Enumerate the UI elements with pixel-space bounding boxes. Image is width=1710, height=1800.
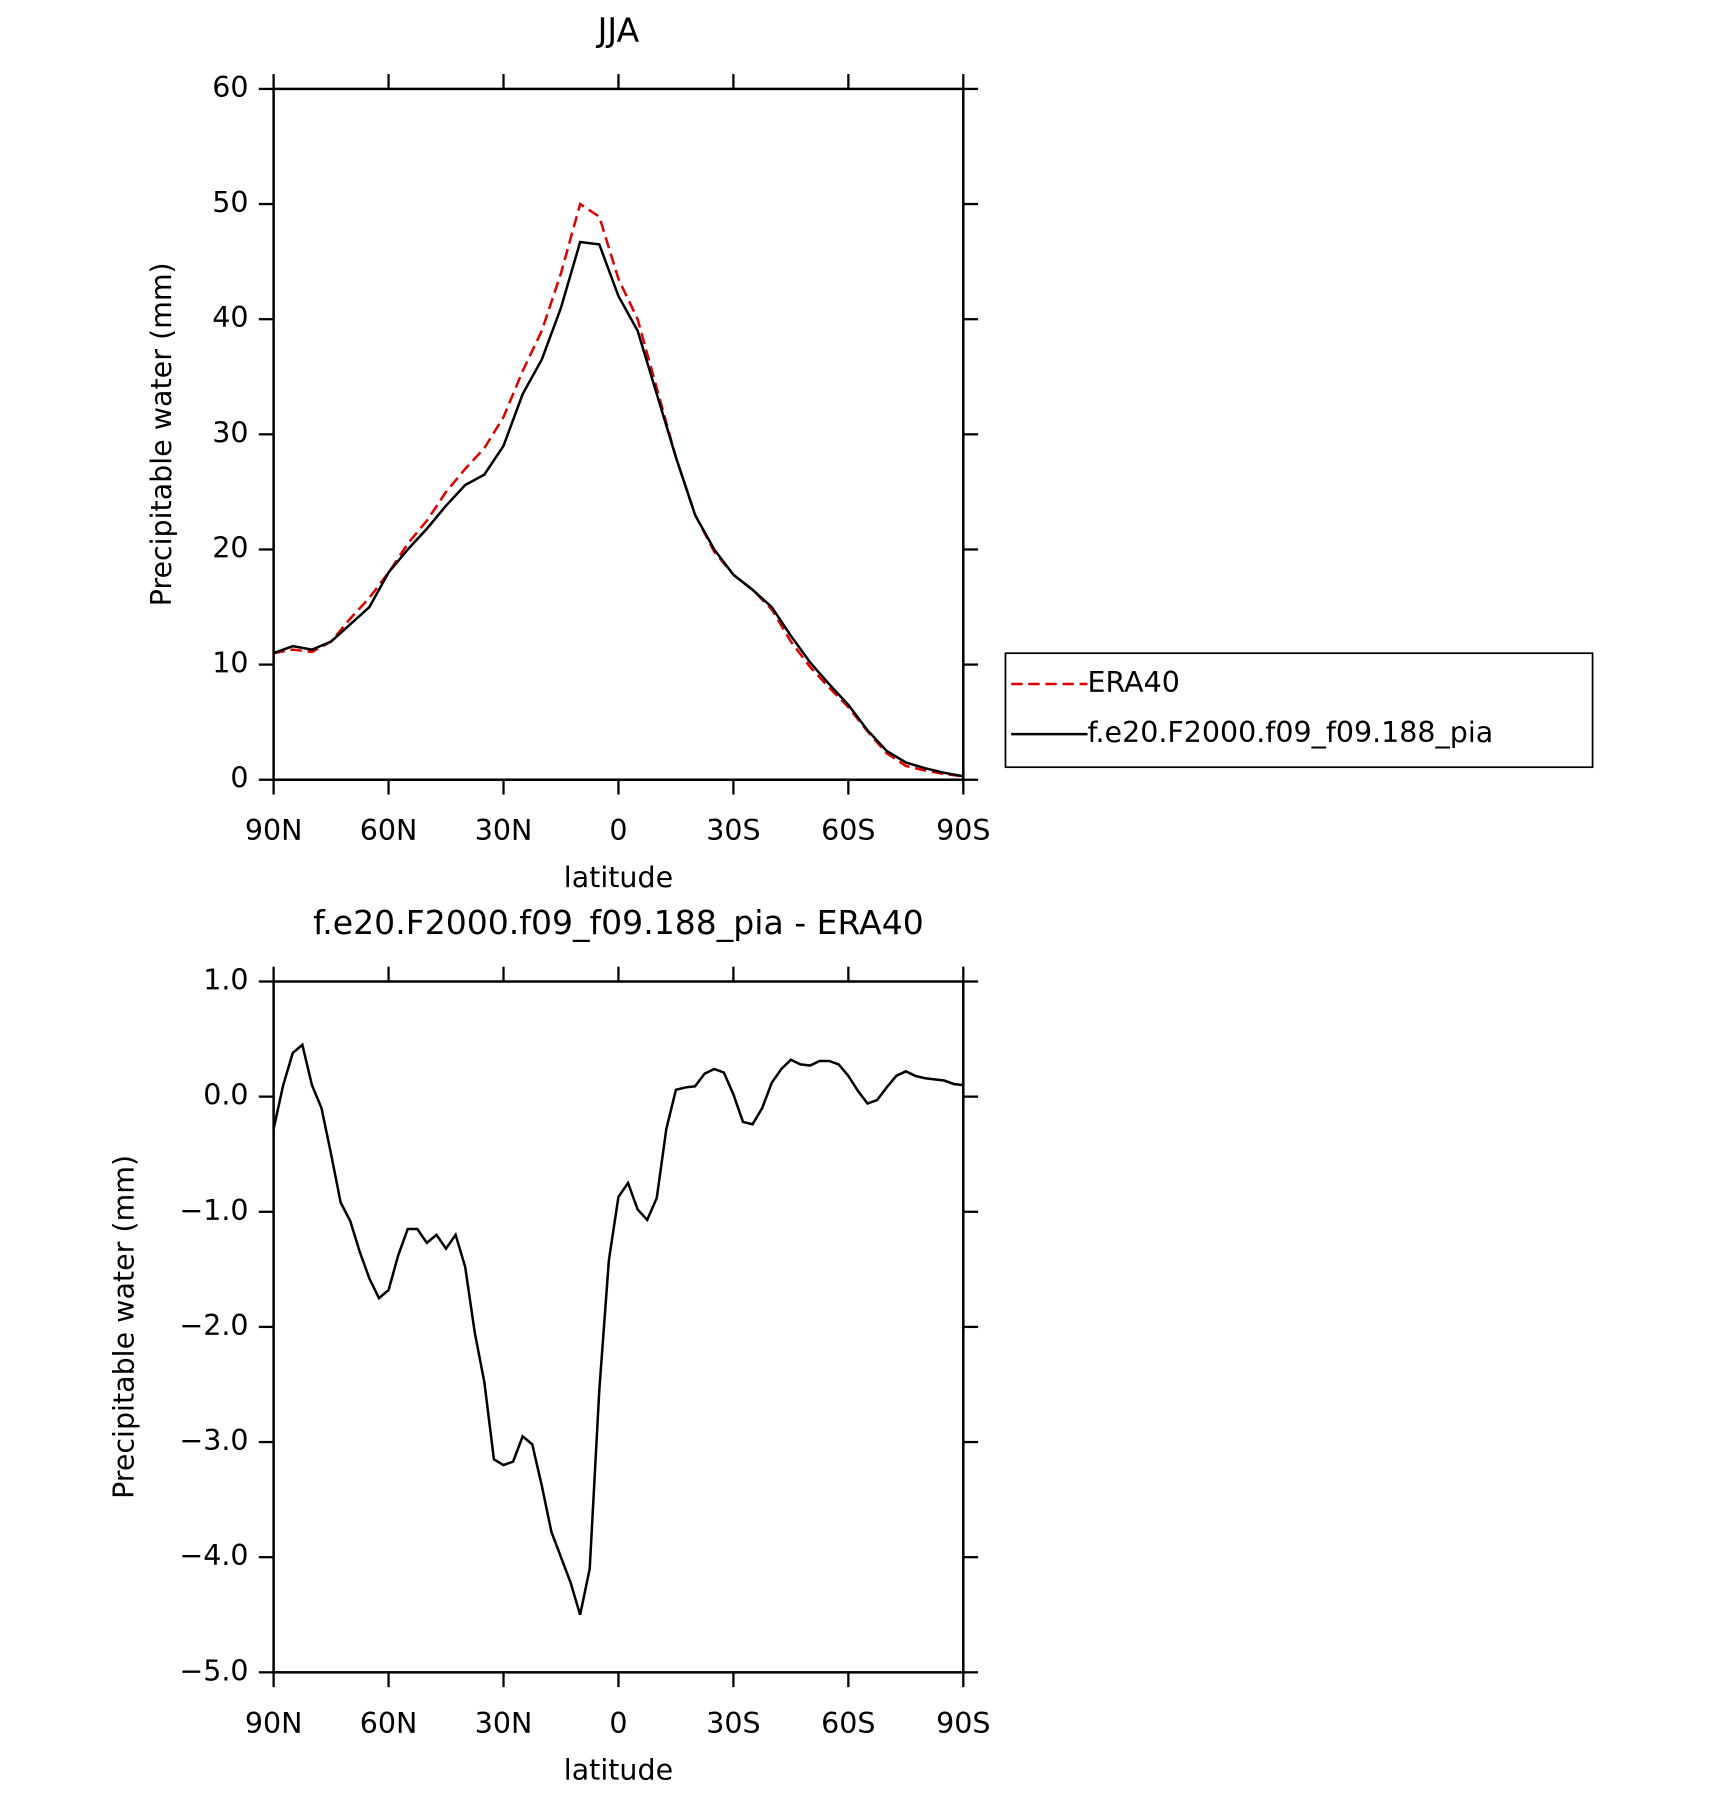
series-line [272,1042,964,1616]
x-tick-label: 90S [936,814,990,847]
x-tick-label: 60N [360,1707,418,1740]
x-tick-label: 0 [609,814,627,847]
y-tick-label: −5.0 [179,1654,248,1687]
plot-frame [272,980,965,1674]
y-tick-label: 10 [212,647,248,680]
x-tick-label: 30N [475,814,533,847]
x-tick-label: 90N [245,1707,303,1740]
y-tick-label: −4.0 [179,1539,248,1572]
y-tick-label: −2.0 [179,1309,248,1342]
legend-label: ERA40 [1088,666,1180,699]
y-tick-label: 0.0 [203,1079,248,1112]
x-tick-label: 0 [609,1707,627,1740]
x-tick-label: 60S [821,1707,875,1740]
y-tick-label: 1.0 [203,964,248,997]
chart-title: f.e20.F2000.f09_f09.188_pia - ERA40 [313,903,924,942]
x-axis-label: latitude [564,861,673,894]
y-tick-label: 20 [212,531,248,564]
y-tick-label: 0 [230,762,248,795]
y-tick-label: 50 [212,186,248,219]
series-line [273,202,964,778]
y-tick-label: −1.0 [179,1194,248,1227]
x-tick-label: 30N [475,1707,533,1740]
y-tick-label: 60 [212,71,248,104]
series-line [273,240,964,778]
chart-title: JJA [596,10,640,49]
x-tick-label: 90S [936,1707,990,1740]
y-tick-label: −3.0 [179,1424,248,1457]
legend-label: f.e20.F2000.f09_f09.188_pia [1088,716,1494,749]
x-tick-label: 60N [360,814,418,847]
x-tick-label: 30S [706,1707,760,1740]
x-tick-label: 30S [706,814,760,847]
y-axis-label: Precipitable water (mm) [145,262,178,606]
y-tick-label: 40 [212,301,248,334]
x-axis-label: latitude [564,1754,673,1787]
x-tick-label: 60S [821,814,875,847]
x-tick-label: 90N [245,814,303,847]
legend-box [1004,652,1594,769]
y-tick-label: 30 [212,416,248,449]
y-axis-label: Precipitable water (mm) [107,1155,140,1499]
plot-frame [272,87,965,781]
